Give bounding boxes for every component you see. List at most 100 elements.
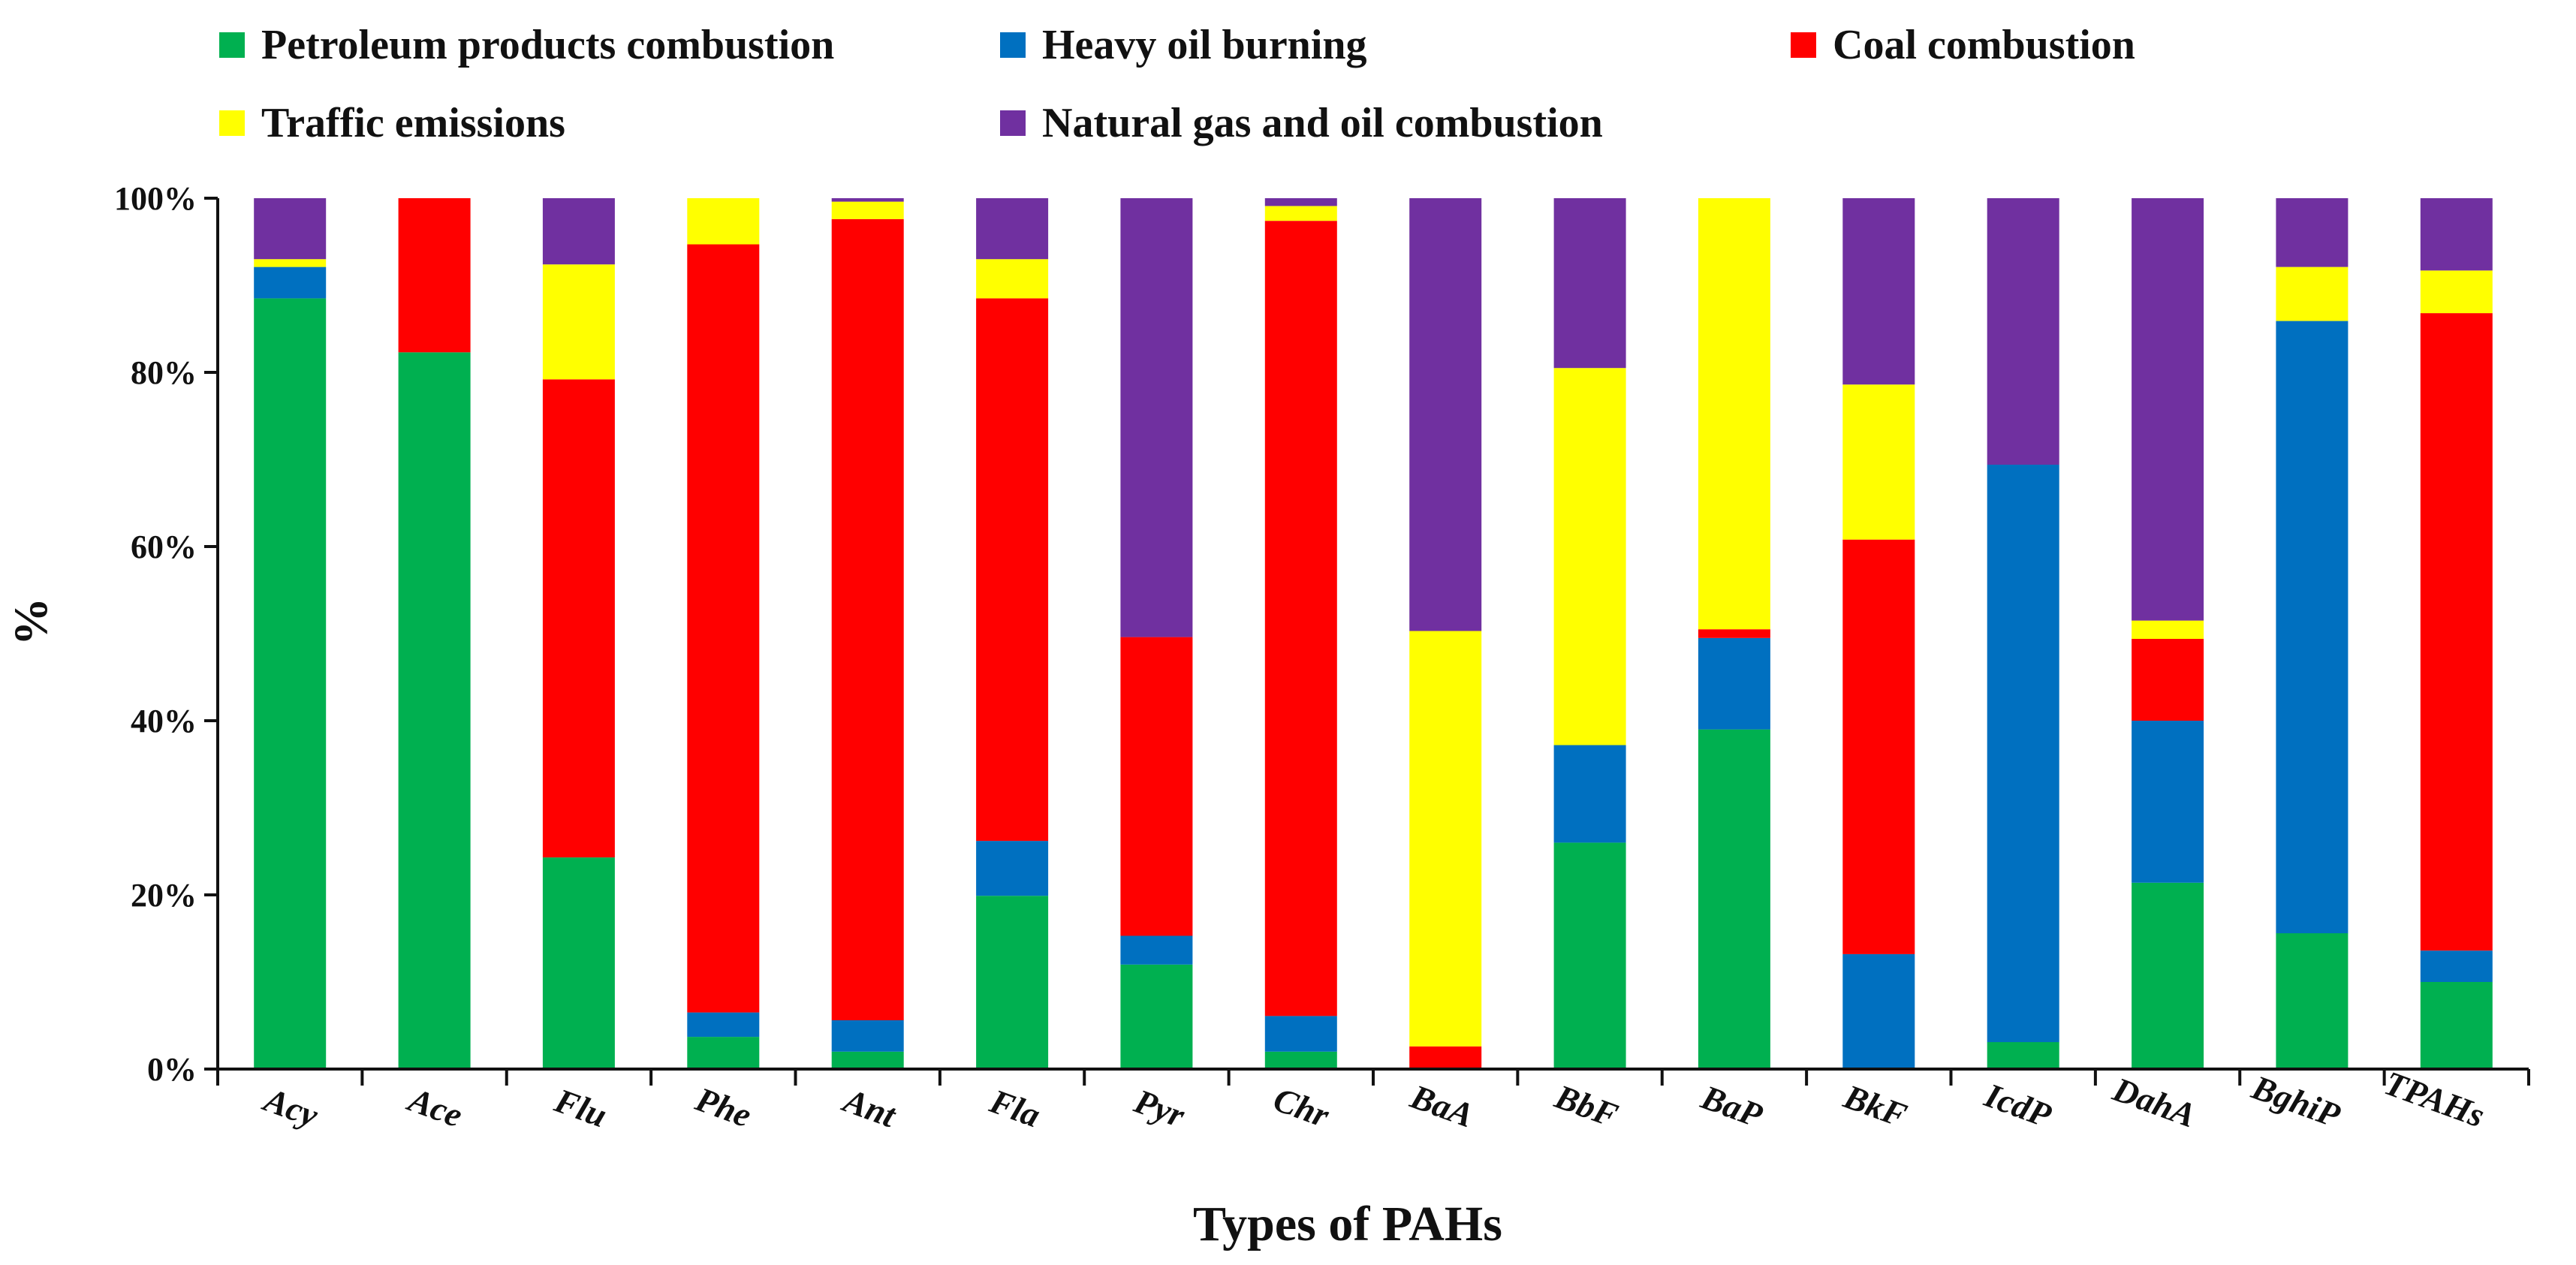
bar-acy-traffic-emissions: [254, 259, 327, 267]
bar-bkf-traffic-emissions: [1842, 384, 1915, 540]
bar-ant-heavy-oil-burning: [831, 1020, 904, 1052]
bar-fla-traffic-emissions: [976, 259, 1049, 299]
legend-item-natural-gas-and-oil-combustion: Natural gas and oil combustion: [1000, 99, 1603, 147]
legend-swatch: [1000, 32, 1026, 58]
bar-daha-heavy-oil-burning: [2132, 721, 2204, 883]
bar-tpahs-petroleum-products-combustion: [2420, 982, 2493, 1069]
x-axis-title: Types of PAHs: [1193, 1197, 1502, 1251]
bar-icdp-petroleum-products-combustion: [1987, 1042, 2059, 1069]
bar-chr-natural-gas-and-oil-combustion: [1264, 198, 1337, 206]
bar-bap-traffic-emissions: [1698, 198, 1770, 630]
bar-ace-coal-combustion: [398, 198, 471, 353]
x-tick-label-tpahs: TPAHs: [2380, 1064, 2490, 1135]
bar-baa-natural-gas-and-oil-combustion: [1409, 198, 1482, 631]
bar-flu-coal-combustion: [542, 379, 615, 858]
bar-pyr-petroleum-products-combustion: [1120, 964, 1193, 1069]
bar-acy-petroleum-products-combustion: [254, 298, 327, 1069]
bar-daha-natural-gas-and-oil-combustion: [2132, 198, 2204, 621]
bar-bghip-traffic-emissions: [2276, 267, 2349, 321]
bar-pyr-heavy-oil-burning: [1120, 935, 1193, 965]
bar-acy-natural-gas-and-oil-combustion: [254, 198, 327, 260]
legend-item-coal-combustion: Coal combustion: [1791, 21, 2135, 69]
bar-daha-coal-combustion: [2132, 639, 2204, 721]
legend-label: Coal combustion: [1833, 22, 2135, 68]
legend-swatch: [1791, 32, 1816, 58]
bar-flu-natural-gas-and-oil-combustion: [542, 198, 615, 265]
bar-flu-traffic-emissions: [542, 264, 615, 380]
bar-bghip-heavy-oil-burning: [2276, 321, 2349, 934]
x-tick-label-daha: DahA: [2107, 1070, 2201, 1135]
bar-bbf-traffic-emissions: [1553, 368, 1626, 745]
bar-chr-petroleum-products-combustion: [1264, 1051, 1337, 1069]
bar-bkf-natural-gas-and-oil-combustion: [1842, 198, 1915, 385]
bar-fla-petroleum-products-combustion: [976, 896, 1049, 1069]
x-tick-label-acy: Acy: [258, 1080, 324, 1135]
x-tick-label-bkf: BkF: [1839, 1077, 1912, 1134]
legend-label: Natural gas and oil combustion: [1042, 100, 1603, 146]
bar-phe-traffic-emissions: [687, 198, 760, 245]
bar-tpahs-natural-gas-and-oil-combustion: [2420, 198, 2493, 271]
legend-swatch: [1000, 110, 1026, 136]
y-tick-label: 40%: [131, 703, 197, 739]
x-tick-label-bbf: BbF: [1550, 1077, 1623, 1134]
x-tick-label-ant: Ant: [837, 1080, 902, 1135]
bar-tpahs-coal-combustion: [2420, 313, 2493, 951]
bar-acy-heavy-oil-burning: [254, 267, 327, 299]
bar-flu-petroleum-products-combustion: [542, 857, 615, 1069]
bar-ant-coal-combustion: [831, 218, 904, 1020]
x-tick-label-phe: Phe: [690, 1080, 756, 1135]
y-tick-label: 80%: [131, 354, 197, 391]
y-tick-label: 100%: [114, 180, 197, 217]
bar-phe-heavy-oil-burning: [687, 1012, 760, 1038]
x-tick-label-bap: BaP: [1696, 1077, 1768, 1135]
y-tick-label: 60%: [131, 529, 197, 565]
bars-group: [254, 198, 2493, 1069]
bar-chr-heavy-oil-burning: [1264, 1016, 1337, 1052]
bar-fla-natural-gas-and-oil-combustion: [976, 198, 1049, 260]
bar-bap-coal-combustion: [1698, 629, 1770, 638]
bar-ant-traffic-emissions: [831, 201, 904, 219]
legend-label: Traffic emissions: [261, 100, 565, 146]
y-tick-label: 0%: [147, 1051, 197, 1088]
bar-bap-petroleum-products-combustion: [1698, 729, 1770, 1069]
x-tick-label-bghip: BghiP: [2246, 1068, 2346, 1135]
bar-chr-coal-combustion: [1264, 221, 1337, 1017]
legend-swatch: [219, 110, 245, 136]
x-tick-label-ace: Ace: [402, 1080, 467, 1134]
bar-pyr-natural-gas-and-oil-combustion: [1120, 198, 1193, 637]
bar-icdp-natural-gas-and-oil-combustion: [1987, 198, 2059, 465]
bar-fla-coal-combustion: [976, 298, 1049, 842]
bar-tpahs-heavy-oil-burning: [2420, 950, 2493, 982]
bar-bkf-heavy-oil-burning: [1842, 953, 1915, 1069]
bar-ant-petroleum-products-combustion: [831, 1051, 904, 1069]
x-tick-label-baa: BaA: [1406, 1077, 1479, 1134]
legend-item-heavy-oil-burning: Heavy oil burning: [1000, 21, 1367, 69]
x-tick-label-chr: Chr: [1269, 1080, 1335, 1135]
bar-bbf-natural-gas-and-oil-combustion: [1553, 198, 1626, 369]
legend-swatch: [219, 32, 245, 58]
x-tick-label-fla: Fla: [984, 1081, 1045, 1134]
legend-item-traffic-emissions: Traffic emissions: [219, 99, 565, 147]
bar-bbf-petroleum-products-combustion: [1553, 842, 1626, 1069]
bar-chr-traffic-emissions: [1264, 206, 1337, 221]
bar-phe-coal-combustion: [687, 244, 760, 1013]
x-tick-label-icdp: IcdP: [1979, 1076, 2056, 1135]
bar-bghip-natural-gas-and-oil-combustion: [2276, 198, 2349, 267]
bar-fla-heavy-oil-burning: [976, 841, 1049, 896]
legend-label: Petroleum products combustion: [261, 22, 835, 68]
bar-daha-traffic-emissions: [2132, 620, 2204, 639]
bar-bbf-heavy-oil-burning: [1553, 745, 1626, 843]
y-axis-title: %: [4, 598, 57, 646]
y-tick-label: 20%: [131, 877, 197, 914]
bar-baa-traffic-emissions: [1409, 631, 1482, 1047]
bar-pyr-coal-combustion: [1120, 637, 1193, 936]
x-tick-label-flu: Flu: [550, 1081, 612, 1135]
bar-ace-petroleum-products-combustion: [398, 352, 471, 1069]
bar-ant-natural-gas-and-oil-combustion: [831, 198, 904, 202]
bar-phe-petroleum-products-combustion: [687, 1037, 760, 1069]
bar-baa-coal-combustion: [1409, 1046, 1482, 1069]
bar-bkf-coal-combustion: [1842, 539, 1915, 954]
legend-item-petroleum-products-combustion: Petroleum products combustion: [219, 21, 834, 69]
bar-daha-petroleum-products-combustion: [2132, 882, 2204, 1069]
